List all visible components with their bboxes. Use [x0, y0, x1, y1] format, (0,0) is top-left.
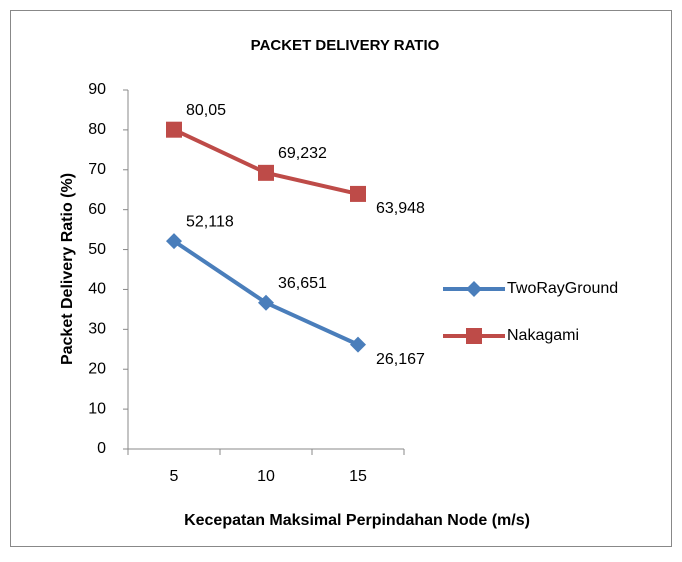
- legend-label: TwoRayGround: [507, 280, 618, 297]
- legend-marker: [466, 281, 482, 297]
- x-tick-label: 15: [349, 468, 367, 485]
- legend-marker: [466, 328, 482, 344]
- data-point: [166, 233, 182, 250]
- data-point: [350, 185, 366, 202]
- x-axis-label: Kecepatan Maksimal Perpindahan Node (m/s…: [184, 512, 530, 529]
- y-tick-label: 30: [88, 321, 106, 338]
- data-point: [258, 164, 274, 181]
- data-point: [166, 121, 182, 138]
- legend-label: Nakagami: [507, 327, 579, 344]
- y-tick-label: 90: [88, 81, 106, 98]
- data-label: 26,167: [376, 351, 425, 368]
- y-tick-label: 40: [88, 281, 106, 298]
- y-axis-label: Packet Delivery Ratio (%): [59, 173, 76, 365]
- data-point: [258, 294, 274, 311]
- data-label: 80,05: [186, 102, 226, 119]
- data-label: 36,651: [278, 275, 327, 292]
- y-tick-label: 10: [88, 400, 106, 417]
- y-tick-label: 20: [88, 360, 106, 377]
- data-label: 69,232: [278, 145, 327, 162]
- data-label: 52,118: [186, 213, 234, 230]
- data-label: 63,948: [376, 200, 425, 217]
- y-tick-label: 70: [88, 161, 106, 178]
- y-tick-label: 0: [97, 440, 106, 457]
- chart-title: PACKET DELIVERY RATIO: [251, 37, 440, 54]
- chart-border: [10, 10, 672, 547]
- data-point: [350, 336, 366, 353]
- y-tick-label: 50: [88, 241, 106, 258]
- y-tick-label: 80: [88, 121, 106, 138]
- x-tick-label: 5: [170, 468, 179, 485]
- x-tick-label: 10: [257, 468, 275, 485]
- y-tick-label: 60: [88, 201, 106, 218]
